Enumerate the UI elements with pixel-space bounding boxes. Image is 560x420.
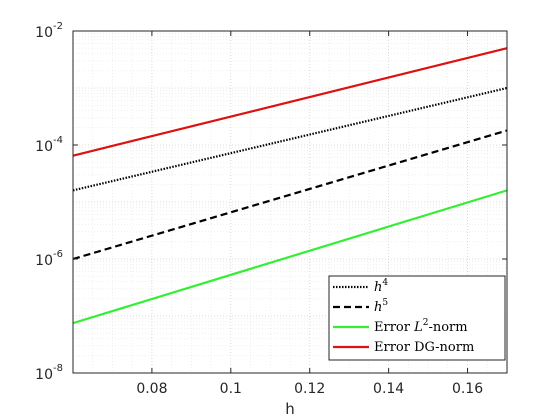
plot-frame [72, 30, 508, 374]
legend-label-part: L [413, 320, 423, 335]
x-axis-label: h [285, 400, 295, 418]
legend-label: h5 [374, 298, 388, 315]
legend-label-part: -norm [428, 320, 467, 335]
legend-label: Error DG-norm [374, 340, 474, 355]
x-tick-labels: 0.08 0.1 0.12 0.14 0.16 [136, 381, 483, 397]
x-tick-label: 0.12 [294, 381, 325, 397]
x-tick-label: 0.16 [452, 381, 483, 397]
legend-label-part: Error DG-norm [374, 340, 474, 355]
x-tick-label: 0.08 [136, 381, 167, 397]
legend-label-part: h [374, 300, 382, 315]
legend-label-part: 4 [382, 278, 388, 288]
y-tick-label: 10 [35, 25, 53, 41]
y-tick-exponent: -8 [53, 363, 63, 374]
series-line [72, 189, 508, 325]
y-tick-label: 10 [35, 139, 53, 155]
y-tick-exponent: -2 [53, 21, 63, 32]
x-tick-label: 0.14 [373, 381, 404, 397]
series-line [72, 47, 508, 157]
legend-label-part: 5 [382, 298, 388, 308]
legend-label-part: Error [374, 320, 414, 335]
legend-label-part: h [374, 280, 382, 295]
y-tick-label: 10 [35, 253, 53, 269]
legend-label-part: 2 [423, 318, 429, 328]
y-tick-exponent: -4 [53, 135, 63, 146]
legend-label: h4 [374, 278, 388, 295]
x-tick-label: 0.1 [220, 381, 242, 397]
y-tick-exponent: -6 [53, 249, 63, 260]
series-lines [72, 47, 508, 325]
tick-marks [73, 30, 507, 374]
series-line [72, 86, 508, 192]
series-line [72, 129, 508, 261]
legend-label: Error L2-norm [374, 318, 468, 335]
y-tick-label: 10 [35, 367, 53, 383]
y-tick-labels: 10-810-610-410-2 [35, 21, 63, 383]
